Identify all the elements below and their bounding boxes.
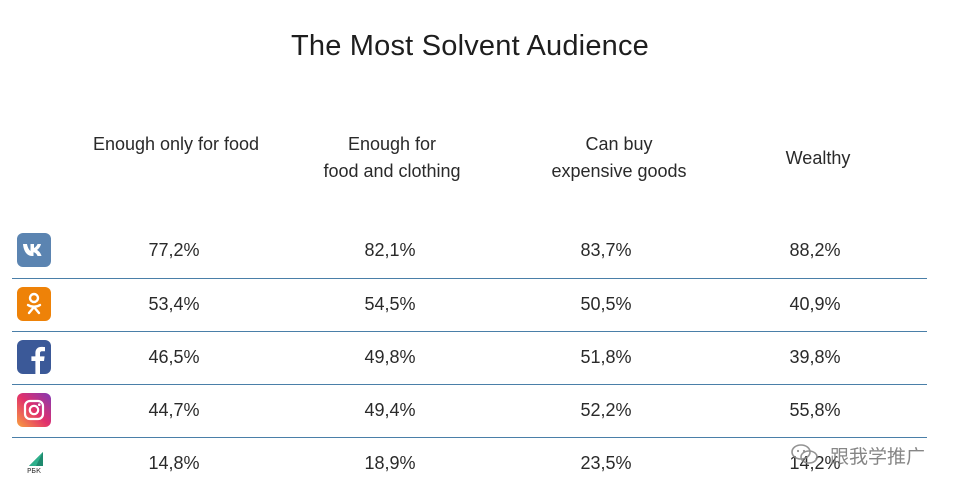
watermark: 跟我学推广 xyxy=(790,442,925,472)
row-divider xyxy=(12,278,927,279)
value-cell: 40,9% xyxy=(789,294,841,314)
value-cell: 18,9% xyxy=(364,453,416,473)
value-cell: 83,7% xyxy=(580,240,632,260)
chart-title: The Most Solvent Audience xyxy=(290,30,650,62)
rbk-icon: РБК xyxy=(17,446,51,480)
row-divider xyxy=(12,331,927,332)
rbk-logo-text: РБК xyxy=(27,466,41,475)
column-header-wealthy: Wealthy xyxy=(785,148,851,168)
value-cell: 44,7% xyxy=(148,400,200,420)
value-cell: 23,5% xyxy=(580,453,632,473)
value-cell: 54,5% xyxy=(364,294,416,314)
value-cell: 52,2% xyxy=(580,400,632,420)
watermark-text: 跟我学推广 xyxy=(830,446,926,468)
value-cell: 46,5% xyxy=(148,347,200,367)
instagram-icon xyxy=(17,393,51,427)
value-cell: 39,8% xyxy=(789,347,841,367)
vk-icon xyxy=(17,233,51,267)
column-header-expensive-goods: Can buy expensive goods xyxy=(551,134,687,181)
value-cell: 77,2% xyxy=(148,240,200,260)
value-cell: 14,8% xyxy=(148,453,200,473)
value-cell: 51,8% xyxy=(580,347,632,367)
row-divider xyxy=(12,437,927,438)
facebook-icon xyxy=(17,340,51,374)
table-row: 46,5% 49,8% 51,8% 39,8% xyxy=(12,331,927,384)
value-cell: 50,5% xyxy=(580,294,632,314)
value-cell: 49,8% xyxy=(364,347,416,367)
value-cell: 14,2% xyxy=(789,453,841,473)
table-row: РБК 14,8% 18,9% 23,5% 14,2% xyxy=(12,437,927,490)
table-row: 53,4% 54,5% 50,5% 40,9% xyxy=(12,278,927,331)
value-cell: 88,2% xyxy=(789,240,841,260)
value-cell: 53,4% xyxy=(148,294,200,314)
value-cell: 82,1% xyxy=(364,240,416,260)
column-header-food-clothing: Enough for food and clothing xyxy=(323,134,461,181)
table-row: 77,2% 82,1% 83,7% 88,2% xyxy=(12,224,927,277)
odnoklassniki-icon xyxy=(17,287,51,321)
value-cell: 55,8% xyxy=(789,400,841,420)
row-divider xyxy=(12,384,927,385)
wechat-icon xyxy=(790,443,820,472)
table-row: 44,7% 49,4% 52,2% 55,8% xyxy=(12,384,927,437)
column-header-food: Enough only for food xyxy=(92,134,260,154)
value-cell: 49,4% xyxy=(364,400,416,420)
